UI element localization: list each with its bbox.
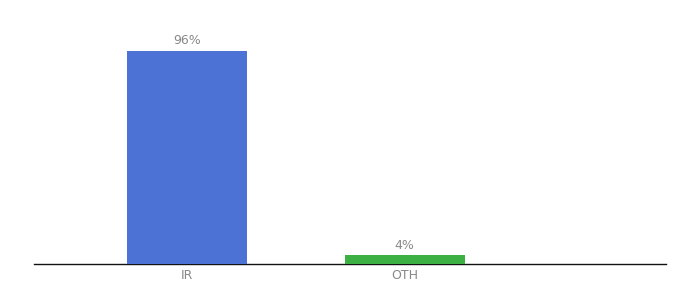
Bar: [126, 51, 247, 264]
Text: 4%: 4%: [395, 239, 415, 252]
Text: 96%: 96%: [173, 34, 201, 47]
Bar: [345, 255, 464, 264]
